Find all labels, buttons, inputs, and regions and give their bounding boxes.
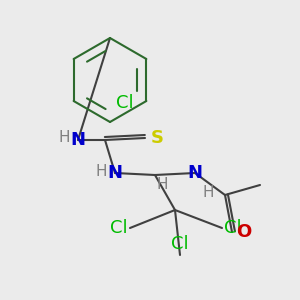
Text: Cl: Cl xyxy=(224,219,242,237)
Text: Cl: Cl xyxy=(116,94,134,112)
Text: S: S xyxy=(151,129,164,147)
Text: N: N xyxy=(70,131,86,149)
Text: N: N xyxy=(107,164,122,182)
Text: Cl: Cl xyxy=(110,219,128,237)
Text: H: H xyxy=(95,164,107,178)
Text: H: H xyxy=(157,177,169,192)
Text: H: H xyxy=(58,130,70,146)
Text: O: O xyxy=(236,223,251,241)
Text: Cl: Cl xyxy=(171,235,189,253)
Text: H: H xyxy=(203,185,214,200)
Text: N: N xyxy=(188,164,202,182)
